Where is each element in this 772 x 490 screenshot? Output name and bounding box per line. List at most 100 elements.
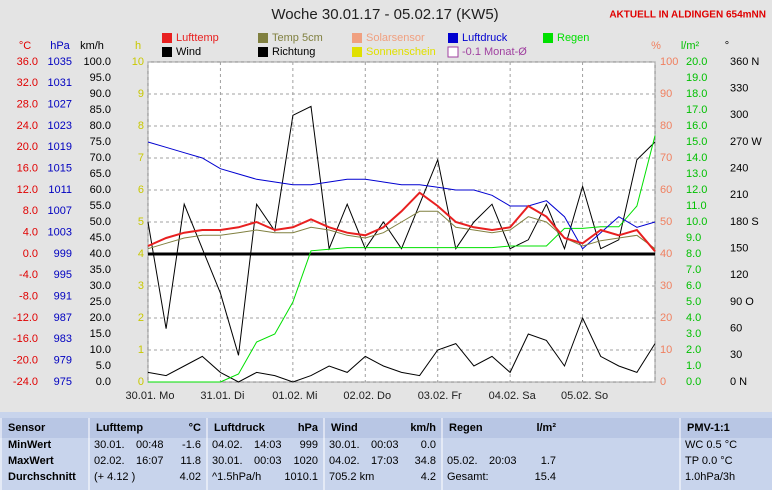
legend-swatch <box>352 33 362 43</box>
y-tick-label: 5.0 <box>686 296 701 308</box>
y-tick-label: 12.0 <box>17 184 38 196</box>
y-tick-label: 360 N <box>730 56 759 68</box>
y-tick-label: 300 <box>730 109 748 121</box>
column-title: Sensor <box>8 422 46 434</box>
y-tick-label: -20.0 <box>13 355 38 367</box>
y-tick-label: 32.0 <box>17 77 38 89</box>
legend-swatch <box>352 47 362 57</box>
y-tick-label: 14.0 <box>686 152 707 164</box>
y-tick-label: 28.0 <box>17 99 38 111</box>
y-tick-label: 2 <box>138 312 144 324</box>
y-tick-label: 8.0 <box>23 205 38 217</box>
axis-title: °C <box>19 40 31 52</box>
y-tick-label: 983 <box>54 333 72 345</box>
axis-title: ° <box>725 40 729 52</box>
y-tick-label: 1007 <box>48 205 72 217</box>
y-tick-label: 45.0 <box>90 232 111 244</box>
table-cell: -1.6 <box>182 439 201 451</box>
table-cell: 04.02. <box>329 455 360 467</box>
table-cell: 705.2 km <box>329 471 374 483</box>
y-tick-label: 1027 <box>48 99 72 111</box>
y-tick-label: 180 S <box>730 216 759 228</box>
column-title: Wind <box>331 422 358 434</box>
y-tick-label: 3.0 <box>686 328 701 340</box>
axis-title: km/h <box>80 40 104 52</box>
y-tick-label: 0 <box>660 376 666 388</box>
y-tick-label: 18.0 <box>686 88 707 100</box>
y-tick-label: 1 <box>138 344 144 356</box>
y-tick-label: 3 <box>138 280 144 292</box>
y-tick-label: 30 <box>730 349 742 361</box>
y-tick-label: 5 <box>138 216 144 228</box>
y-tick-label: 210 <box>730 189 748 201</box>
y-tick-label: 12.0 <box>686 184 707 196</box>
y-tick-label: 75.0 <box>90 136 111 148</box>
y-tick-label: 0.0 <box>23 248 38 260</box>
column-title: Luftdruck <box>214 422 266 434</box>
y-tick-label: 80.0 <box>90 120 111 132</box>
y-tick-label: 35.0 <box>90 264 111 276</box>
legend-swatch <box>162 33 172 43</box>
y-tick-label: 60.0 <box>90 184 111 196</box>
y-tick-label: 995 <box>54 269 72 281</box>
legend-swatch <box>162 47 172 57</box>
y-tick-label: 19.0 <box>686 72 707 84</box>
y-tick-label: 7 <box>138 152 144 164</box>
y-tick-label: 15.0 <box>90 328 111 340</box>
y-tick-label: 1019 <box>48 141 72 153</box>
y-tick-label: 1015 <box>48 163 72 175</box>
y-tick-label: 70 <box>660 152 672 164</box>
y-tick-label: 40.0 <box>90 248 111 260</box>
table-cell: 20:03 <box>489 455 517 467</box>
y-tick-label: 4.0 <box>686 312 701 324</box>
table-cell: Gesamt: <box>447 471 489 483</box>
y-tick-label: -12.0 <box>13 312 38 324</box>
y-tick-label: 15.0 <box>686 136 707 148</box>
legend-label: Wind <box>176 46 201 58</box>
y-tick-label: 10.0 <box>686 216 707 228</box>
y-tick-label: 85.0 <box>90 104 111 116</box>
column-unit: l/m² <box>536 422 556 434</box>
table-cell: 14:03 <box>254 439 282 451</box>
y-tick-label: 70.0 <box>90 152 111 164</box>
series-line <box>148 135 656 383</box>
table-cell: 999 <box>300 439 318 451</box>
y-tick-label: 20.0 <box>90 312 111 324</box>
y-tick-label: 30.0 <box>90 280 111 292</box>
table-cell: 04.02. <box>212 439 243 451</box>
row-label: Durchschnitt <box>8 471 76 483</box>
table-cell: 4.02 <box>180 471 201 483</box>
y-tick-label: 20.0 <box>686 56 707 68</box>
table-cell: 0.0 <box>421 439 436 451</box>
y-tick-label: -8.0 <box>19 291 38 303</box>
y-tick-label: 16.0 <box>17 163 38 175</box>
legend-label: Richtung <box>272 46 315 58</box>
y-tick-label: 80 <box>660 120 672 132</box>
table-cell: 15.4 <box>535 471 556 483</box>
y-tick-label: 8.0 <box>686 248 701 260</box>
location: AKTUELL IN ALDINGEN 654mNN <box>609 10 766 21</box>
y-tick-label: 16.0 <box>686 120 707 132</box>
legend-label: Temp 5cm <box>272 32 323 44</box>
y-tick-label: 24.0 <box>17 120 38 132</box>
row-label: MaxWert <box>8 455 54 467</box>
y-tick-label: 1011 <box>48 184 72 196</box>
legend-swatch <box>258 47 268 57</box>
column-title: PMV-1:1 <box>687 422 730 434</box>
column-title: Lufttemp <box>96 422 143 434</box>
y-tick-label: 100.0 <box>83 56 111 68</box>
x-tick-label: 04.02. Sa <box>489 390 537 402</box>
y-tick-label: 1003 <box>48 227 72 239</box>
legend-swatch <box>543 33 553 43</box>
table-cell: (+ 4.12 ) <box>94 471 135 483</box>
y-tick-label: 25.0 <box>90 296 111 308</box>
table-cell: 1.0hPa/3h <box>685 471 735 483</box>
series-line <box>147 191 656 252</box>
y-tick-label: 50 <box>660 216 672 228</box>
x-tick-label: 03.02. Fr <box>418 390 462 402</box>
y-tick-label: 9.0 <box>686 232 701 244</box>
series-line <box>147 141 656 250</box>
y-tick-label: 100 <box>660 56 678 68</box>
